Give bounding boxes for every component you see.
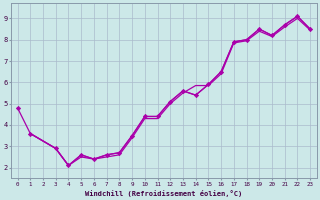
X-axis label: Windchill (Refroidissement éolien,°C): Windchill (Refroidissement éolien,°C)	[85, 190, 243, 197]
